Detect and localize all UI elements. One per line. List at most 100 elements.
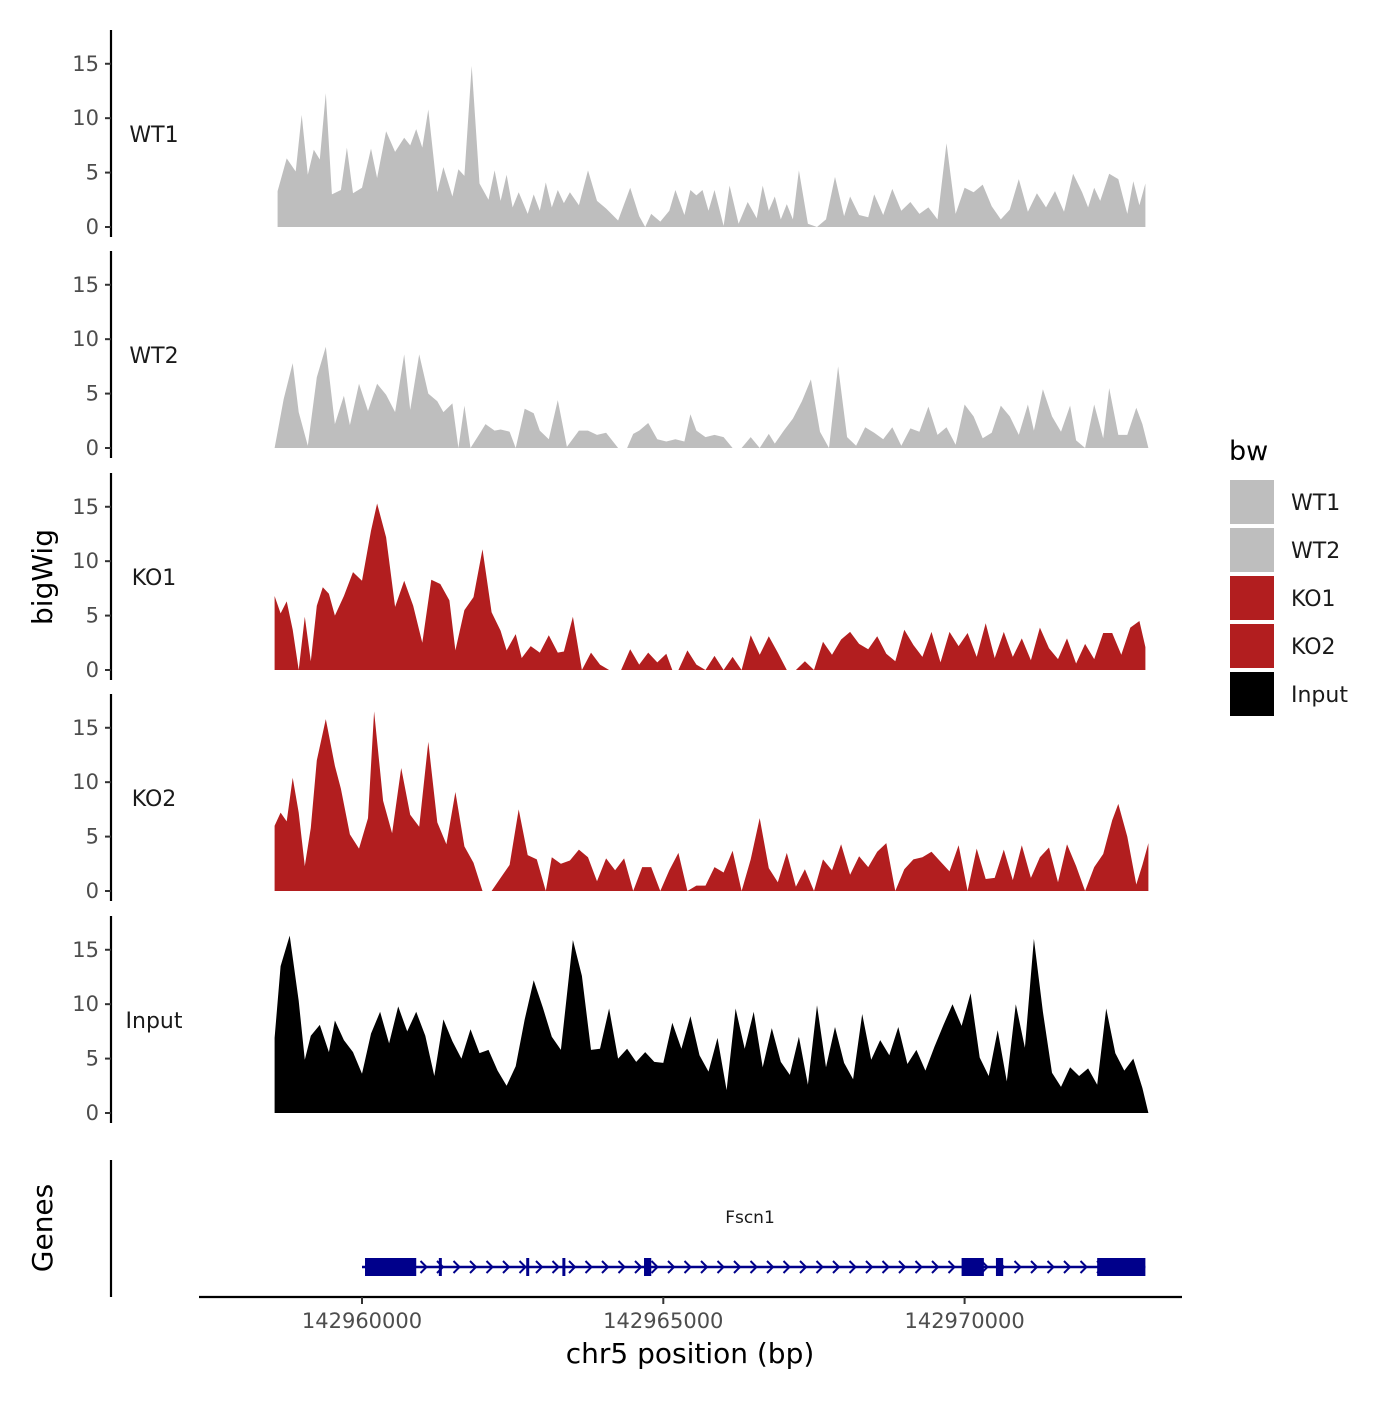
strand-arrow <box>1046 1260 1055 1274</box>
track-input: 0 5 10 15 Input <box>72 916 1149 1125</box>
strand-arrow <box>749 1260 758 1274</box>
strand-arrow <box>931 1260 940 1274</box>
track-ko1: 0 5 10 15 KO1 <box>72 473 1146 682</box>
track-label-ko2: KO2 <box>132 787 177 812</box>
x-axis-title: chr5 position (bp) <box>566 1337 815 1370</box>
y-tick-label-ko2-10: 10 <box>72 770 99 794</box>
y-tick-label-ko2-0: 0 <box>86 879 99 903</box>
y-tick-label-ko2-15: 15 <box>72 716 99 740</box>
area-ko2 <box>274 711 1149 891</box>
legend-key-wt2 <box>1230 528 1274 572</box>
strand-arrow <box>815 1260 824 1274</box>
x-tick-label-142960000: 142960000 <box>302 1309 422 1333</box>
gene-track-title: Genes <box>26 1184 59 1272</box>
y-tick-label-ko1-10: 10 <box>72 549 99 573</box>
strand-arrow <box>1079 1260 1088 1274</box>
y-tick-label-wt2-0: 0 <box>86 436 99 460</box>
track-label-wt2: WT2 <box>129 344 178 369</box>
track-ko2: 0 5 10 15 KO2 <box>72 694 1149 903</box>
gene-model <box>362 1258 1146 1276</box>
strand-arrow <box>535 1260 544 1274</box>
gene-exon <box>995 1258 1004 1276</box>
strand-arrow <box>947 1260 956 1274</box>
legend-label-input: Input <box>1291 683 1348 708</box>
y-tick-label-wt1-5: 5 <box>86 161 99 185</box>
strand-arrow <box>799 1260 808 1274</box>
y-tick-label-ko1-0: 0 <box>86 658 99 682</box>
strand-arrow <box>881 1260 890 1274</box>
area-wt1 <box>277 65 1146 228</box>
strand-arrow <box>782 1260 791 1274</box>
strand-arrow <box>667 1260 676 1274</box>
strand-arrow <box>584 1260 593 1274</box>
strand-arrow <box>419 1260 428 1274</box>
strand-arrow <box>650 1260 659 1274</box>
legend-label-ko2: KO2 <box>1291 635 1336 660</box>
strand-arrow <box>469 1260 478 1274</box>
y-tick-label-input-15: 15 <box>72 938 99 962</box>
strand-arrow <box>700 1260 709 1274</box>
y-tick-label-input-5: 5 <box>86 1047 99 1071</box>
gene-small-exon <box>526 1258 530 1276</box>
y-tick-label-wt1-0: 0 <box>86 215 99 239</box>
legend-label-wt1: WT1 <box>1291 491 1340 516</box>
strand-arrow <box>601 1260 610 1274</box>
legend: bw WT1 WT2 KO1 KO2 Input <box>1229 436 1348 716</box>
legend-label-ko1: KO1 <box>1291 587 1336 612</box>
strand-arrow <box>452 1260 461 1274</box>
legend-key-wt1 <box>1230 480 1274 524</box>
strand-arrow <box>1030 1260 1039 1274</box>
strand-arrow <box>914 1260 923 1274</box>
gene-exon <box>1097 1258 1146 1276</box>
gene-name-label: Fscn1 <box>725 1208 775 1228</box>
strand-arrow <box>1013 1260 1022 1274</box>
strand-arrow <box>848 1260 857 1274</box>
track-label-wt1: WT1 <box>129 123 178 148</box>
strand-arrow <box>518 1260 527 1274</box>
strand-arrow <box>502 1260 511 1274</box>
legend-key-ko2 <box>1230 624 1274 668</box>
area-ko1 <box>274 503 1146 670</box>
legend-title: bw <box>1229 436 1268 467</box>
strand-arrow <box>568 1260 577 1274</box>
strand-arrow <box>733 1260 742 1274</box>
x-axis: 142960000 142965000 142970000 <box>199 1295 1182 1333</box>
y-axis-title: bigWig <box>26 529 59 625</box>
x-tick-label-142965000: 142965000 <box>603 1309 723 1333</box>
gene-small-exon <box>562 1258 566 1276</box>
strand-arrow <box>617 1260 626 1274</box>
y-tick-label-wt2-5: 5 <box>86 382 99 406</box>
strand-arrow <box>865 1260 874 1274</box>
y-tick-label-wt2-15: 15 <box>72 273 99 297</box>
gene-exon <box>644 1258 652 1276</box>
x-tick-label-142970000: 142970000 <box>904 1309 1024 1333</box>
strand-arrow <box>1063 1260 1072 1274</box>
gene-exon <box>365 1258 417 1276</box>
strand-arrow <box>716 1260 725 1274</box>
strand-arrow <box>898 1260 907 1274</box>
legend-key-ko1 <box>1230 576 1274 620</box>
strand-arrow <box>634 1260 643 1274</box>
legend-key-input <box>1230 672 1274 716</box>
strand-arrow <box>832 1260 841 1274</box>
strand-arrow <box>485 1260 494 1274</box>
signal-tracks: 0 5 10 15 WT1 0 5 10 15 WT2 0 5 10 15 KO1 0 5 10 15 KO2 0 5 10… <box>72 30 1149 1125</box>
track-label-ko1: KO1 <box>132 566 177 591</box>
area-wt2 <box>274 346 1149 448</box>
track-wt2: 0 5 10 15 WT2 <box>72 251 1149 460</box>
track-wt1: 0 5 10 15 WT1 <box>72 30 1146 239</box>
y-tick-label-input-0: 0 <box>86 1101 99 1125</box>
strand-arrow <box>551 1260 560 1274</box>
track-label-input: Input <box>126 1009 183 1034</box>
gene-track-panel: Genes Fscn1 <box>26 1160 1146 1297</box>
area-input <box>274 935 1149 1113</box>
y-tick-label-ko1-5: 5 <box>86 604 99 628</box>
y-tick-label-wt1-10: 10 <box>72 106 99 130</box>
y-tick-label-ko1-15: 15 <box>72 495 99 519</box>
strand-arrow <box>766 1260 775 1274</box>
y-tick-label-wt2-10: 10 <box>72 327 99 351</box>
legend-label-wt2: WT2 <box>1291 539 1340 564</box>
gene-small-exon <box>438 1258 442 1276</box>
